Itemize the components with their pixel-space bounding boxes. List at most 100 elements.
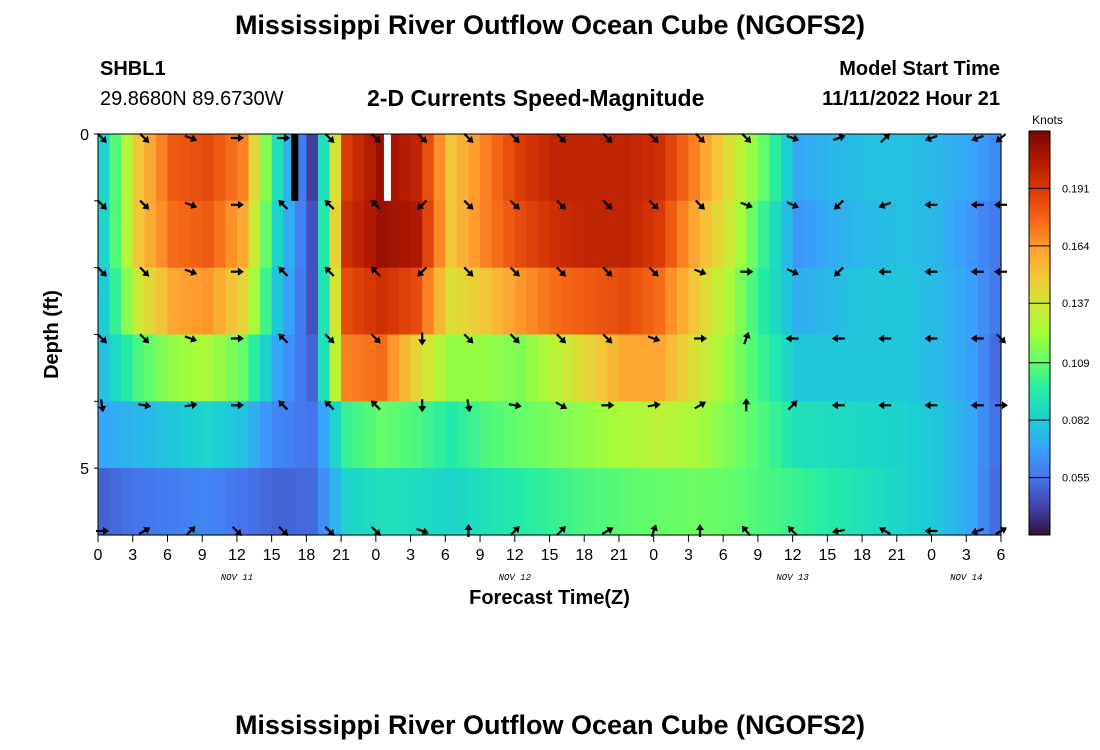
heatmap-cell — [491, 200, 504, 269]
arrow-head — [971, 134, 979, 143]
heatmap-cell — [769, 200, 782, 269]
heatmap-cell — [364, 134, 377, 202]
arrow-head — [99, 135, 107, 143]
current-arrow — [880, 133, 891, 144]
arrow-head — [924, 134, 932, 143]
heatmap-cell — [676, 200, 690, 269]
heatmap-cell — [503, 401, 516, 469]
x-tick-label: 9 — [753, 547, 762, 564]
heatmap-cell — [537, 267, 551, 336]
x-tick-label: 3 — [406, 547, 415, 564]
heatmap-cell — [190, 134, 203, 202]
heatmap-cell — [584, 134, 597, 202]
current-arrow — [787, 400, 798, 411]
heatmap-cell — [838, 134, 852, 202]
arrow-head — [278, 333, 286, 341]
current-arrow — [370, 525, 381, 536]
current-arrow — [994, 200, 1007, 209]
heatmap-cell — [781, 267, 794, 336]
current-arrow — [601, 527, 614, 535]
heatmap-cell — [815, 468, 828, 536]
heatmap-cell — [422, 134, 435, 202]
heatmap-cell — [688, 200, 701, 269]
heatmap-cell — [549, 468, 562, 536]
heatmap-cell — [410, 401, 423, 469]
heatmap-cell — [595, 401, 608, 469]
heatmap-cell — [202, 334, 215, 402]
current-arrow — [324, 400, 335, 411]
heatmap-cell — [815, 267, 828, 336]
heatmap-cell — [595, 468, 608, 536]
heatmap-cell — [167, 267, 180, 336]
heatmap-cell — [607, 401, 620, 469]
y-axis-label: Depth (ft) — [41, 290, 63, 379]
heatmap-cell — [121, 334, 134, 402]
arrow-head — [190, 201, 198, 209]
current-arrow — [324, 132, 335, 143]
current-arrow — [278, 199, 289, 210]
heatmap-cell — [109, 468, 122, 536]
heatmap-cell — [618, 401, 632, 469]
current-arrow — [924, 334, 938, 343]
arrow-head — [653, 401, 661, 410]
heatmap-cell — [190, 401, 203, 469]
heatmap-cell — [456, 468, 470, 536]
heatmap-cell — [607, 200, 620, 269]
heatmap-cell — [676, 401, 690, 469]
heatmap-cell — [260, 267, 273, 336]
heatmap-cell — [236, 267, 250, 336]
heatmap-cell — [167, 401, 180, 469]
heatmap-cell — [352, 468, 365, 536]
heatmap-cell — [711, 267, 724, 336]
heatmap-cell — [399, 267, 412, 336]
heatmap-cell — [109, 334, 122, 402]
arrow-head — [701, 334, 707, 343]
heatmap-cell — [711, 401, 724, 469]
heatmap-cell — [885, 468, 898, 536]
current-arrow — [230, 134, 244, 142]
arrow-head — [878, 267, 885, 276]
heatmap-cell — [456, 401, 470, 469]
heatmap-cell — [746, 468, 759, 536]
heatmap-cell — [190, 468, 203, 536]
x-tick-label: 0 — [649, 547, 658, 564]
heatmap-cell — [514, 267, 527, 336]
heatmap-cell — [827, 267, 840, 336]
heatmap-cell — [445, 334, 458, 402]
current-arrow — [924, 527, 938, 535]
heatmap-cell — [202, 267, 215, 336]
heatmap-cell — [943, 134, 956, 202]
heatmap-cell — [410, 200, 423, 269]
heatmap-cell — [109, 267, 122, 336]
heatmap-cell — [456, 134, 470, 202]
arrow-head — [464, 524, 473, 530]
heatmap-cell — [977, 334, 991, 402]
x-axis-label: Forecast Time(Z) — [469, 587, 630, 609]
current-arrow — [230, 267, 244, 276]
x-tick-label: 0 — [371, 547, 380, 564]
current-arrow — [785, 334, 799, 343]
heatmap-cell — [561, 134, 574, 202]
heatmap-cell — [919, 200, 933, 269]
arrow-head — [790, 400, 798, 408]
heatmap-cell — [618, 200, 632, 269]
heatmap-cell — [132, 401, 145, 469]
current-arrow — [878, 334, 892, 343]
heatmap-cell — [236, 334, 250, 402]
heatmap-cell — [410, 334, 423, 402]
arrow-head — [142, 202, 150, 210]
heatmap-cell — [294, 468, 307, 536]
x-tick-label: 18 — [575, 547, 593, 564]
heatmap-cell — [700, 267, 713, 336]
heatmap-cell — [260, 200, 273, 269]
current-arrow — [184, 134, 198, 143]
heatmap-cell — [480, 468, 493, 536]
current-arrow — [418, 332, 427, 346]
arrow-head — [833, 202, 842, 210]
heatmap-cell — [665, 134, 678, 202]
current-arrow — [418, 399, 427, 413]
heatmap-cell — [445, 401, 458, 469]
heatmap-cell — [190, 267, 203, 336]
heatmap-cell — [526, 267, 539, 336]
heatmap-cell — [966, 200, 979, 269]
